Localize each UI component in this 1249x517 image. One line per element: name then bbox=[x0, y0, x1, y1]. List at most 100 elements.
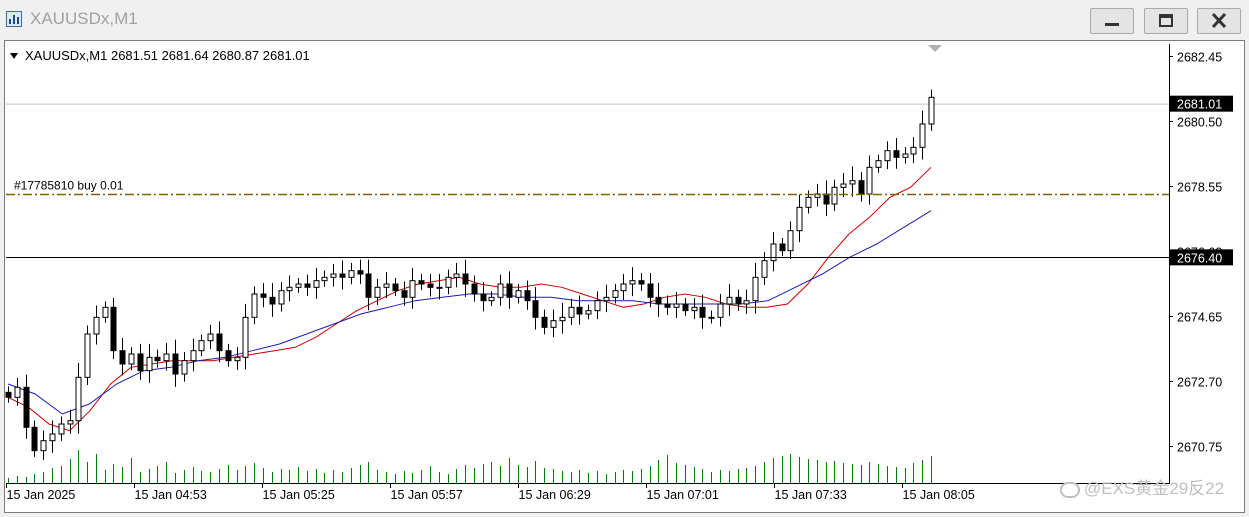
candle bbox=[647, 283, 654, 298]
candle bbox=[453, 273, 460, 278]
order-label: #17785810 buy 0.01 bbox=[14, 179, 124, 193]
x-tick-label: 15 Jan 07:01 bbox=[647, 488, 719, 502]
candle bbox=[471, 283, 478, 295]
candle bbox=[5, 391, 12, 398]
candle bbox=[594, 300, 601, 312]
level-lines[interactable]: #17785810 buy 0.01 bbox=[6, 179, 1169, 258]
time-axis: 15 Jan 2025 15 Jan 04:53 15 Jan 05:25 15 Ja… bbox=[6, 484, 975, 502]
candle bbox=[357, 270, 364, 275]
candle bbox=[532, 300, 539, 318]
x-tick-label: 15 Jan 08:05 bbox=[903, 488, 975, 502]
candle bbox=[216, 333, 223, 352]
candle bbox=[40, 440, 47, 452]
candle bbox=[875, 160, 882, 168]
candle bbox=[550, 320, 557, 328]
candle bbox=[655, 296, 662, 305]
candle bbox=[321, 276, 328, 282]
symbol-menu-icon[interactable] bbox=[10, 53, 18, 59]
y-tick-label: 2670.75 bbox=[1177, 441, 1222, 455]
candle bbox=[102, 306, 109, 318]
minimize-button[interactable] bbox=[1090, 8, 1134, 34]
candle bbox=[743, 300, 750, 305]
candle bbox=[796, 206, 803, 232]
candle bbox=[779, 243, 786, 252]
candle bbox=[823, 193, 830, 205]
hline-price-label: 2676.40 bbox=[1177, 251, 1222, 265]
candle bbox=[339, 273, 346, 278]
title-bar: XAUUSDx,M1 bbox=[0, 0, 1249, 40]
moving-averages bbox=[7, 166, 932, 432]
candle bbox=[260, 293, 267, 298]
candle bbox=[119, 350, 126, 365]
candle bbox=[409, 280, 416, 298]
candle bbox=[49, 433, 56, 442]
candle bbox=[691, 306, 698, 312]
candles bbox=[5, 89, 935, 460]
y-tick-label: 2678.55 bbox=[1177, 181, 1222, 195]
x-tick-label: 15 Jan 2025 bbox=[7, 488, 76, 502]
candle bbox=[418, 280, 425, 285]
candle bbox=[462, 273, 469, 285]
candle bbox=[612, 290, 619, 298]
candle bbox=[506, 283, 513, 298]
candle bbox=[383, 283, 390, 288]
candle bbox=[541, 316, 548, 328]
watermark-icon bbox=[1060, 481, 1080, 498]
close-button[interactable] bbox=[1197, 8, 1241, 34]
candle bbox=[146, 356, 153, 372]
candle bbox=[524, 290, 531, 302]
volume-bars bbox=[8, 450, 932, 484]
candle bbox=[286, 286, 293, 292]
candle bbox=[620, 283, 627, 292]
hline-price-label-bg bbox=[1170, 249, 1233, 266]
candle bbox=[278, 290, 285, 305]
candle bbox=[576, 306, 583, 315]
chart-header: XAUUSDx,M1 2681.51 2681.64 2680.87 2681.… bbox=[10, 45, 942, 63]
candle bbox=[190, 350, 197, 362]
candle bbox=[638, 280, 645, 285]
candle bbox=[831, 186, 838, 205]
candle bbox=[110, 306, 117, 352]
candle bbox=[445, 276, 452, 288]
y-tick-label: 2680.50 bbox=[1177, 116, 1222, 130]
current-price-label: 2681.01 bbox=[1177, 98, 1222, 112]
window-title: XAUUSDx,M1 bbox=[30, 9, 138, 28]
candle bbox=[401, 290, 408, 298]
maximize-button[interactable] bbox=[1144, 8, 1188, 34]
candle bbox=[603, 296, 610, 302]
current-price-label-bg bbox=[1170, 95, 1233, 112]
candle bbox=[84, 333, 91, 378]
y-tick-label: 2674.65 bbox=[1177, 311, 1222, 325]
candle bbox=[629, 280, 636, 285]
candle bbox=[664, 303, 671, 308]
candle bbox=[234, 356, 241, 362]
candle bbox=[787, 230, 794, 252]
chart-window[interactable] bbox=[4, 40, 1245, 513]
candle bbox=[884, 150, 891, 162]
fast-ma-line bbox=[7, 166, 932, 432]
candle bbox=[242, 316, 249, 358]
chart-window-icon bbox=[6, 11, 22, 27]
candle bbox=[374, 286, 381, 298]
candle bbox=[699, 306, 706, 318]
candle bbox=[427, 283, 434, 288]
candle bbox=[682, 303, 689, 312]
candle bbox=[840, 183, 847, 188]
candle bbox=[735, 296, 742, 305]
candle bbox=[93, 316, 100, 335]
candle bbox=[348, 270, 355, 278]
candle bbox=[163, 353, 170, 362]
candle bbox=[23, 386, 30, 428]
candle bbox=[928, 96, 935, 125]
candle bbox=[726, 296, 733, 305]
candle bbox=[251, 293, 258, 318]
candle bbox=[858, 180, 865, 195]
candle bbox=[805, 196, 812, 208]
candle bbox=[480, 293, 487, 302]
x-tick-label: 15 Jan 05:25 bbox=[263, 488, 335, 502]
candle bbox=[488, 296, 495, 302]
candle bbox=[708, 316, 715, 319]
candle bbox=[181, 360, 188, 375]
y-tick-label: 2672.70 bbox=[1177, 376, 1222, 390]
